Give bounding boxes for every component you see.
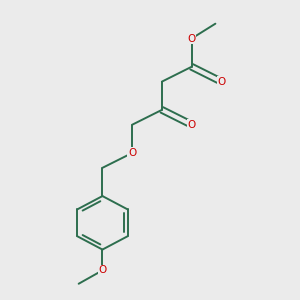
Text: O: O <box>98 266 106 275</box>
Text: O: O <box>128 148 136 158</box>
Text: O: O <box>188 34 196 44</box>
Text: O: O <box>217 76 226 87</box>
Text: O: O <box>188 120 196 130</box>
